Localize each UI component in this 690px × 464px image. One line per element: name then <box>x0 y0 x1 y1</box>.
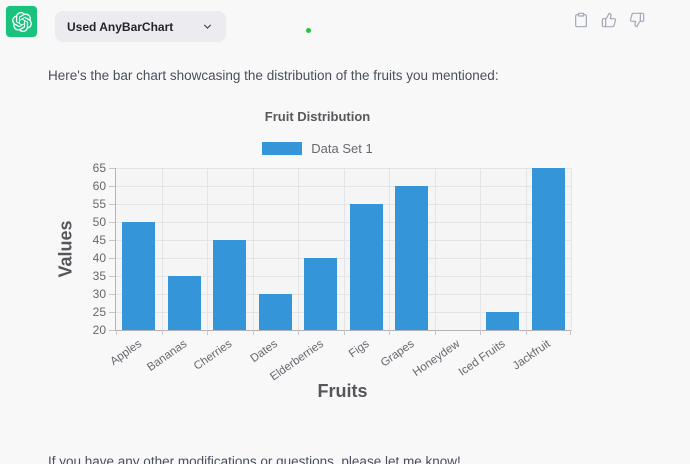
bar-figs <box>349 204 383 330</box>
x-axis-title: Fruits <box>317 381 368 401</box>
y-axis-tick <box>109 330 115 331</box>
fruit-bar-chart: Fruit Distribution Data Set 1 Values 65 6… <box>55 100 580 410</box>
y-tick-label: 30 <box>92 287 106 301</box>
legend-swatch <box>262 142 303 155</box>
y-axis-tick <box>109 276 115 277</box>
openai-logo-icon <box>11 11 32 32</box>
y-axis-tick <box>109 258 115 259</box>
thumbs-down-button[interactable] <box>628 12 646 30</box>
message-intro-text: Here's the bar chart showcasing the dist… <box>48 67 499 83</box>
copy-button[interactable] <box>572 12 590 30</box>
y-tick-label: 65 <box>92 161 106 175</box>
chart-title: Fruit Distribution <box>264 109 371 124</box>
plugin-used-button[interactable]: Used AnyBarChart <box>55 11 227 42</box>
bar-grapes <box>395 186 429 330</box>
thumbs-up-button[interactable] <box>600 12 618 30</box>
y-tick-label: 20 <box>92 323 106 337</box>
y-axis-tick <box>109 240 115 241</box>
bar-bananas <box>167 276 201 330</box>
x-tick-label: Grapes <box>378 338 417 370</box>
x-axis-tick <box>298 330 299 335</box>
x-axis-tick <box>252 330 254 335</box>
gridline <box>389 168 390 330</box>
gridline <box>480 168 481 330</box>
x-tick-label: Apples <box>107 338 144 369</box>
x-tick-label: Honeydew <box>410 338 463 380</box>
copy-icon <box>575 12 587 28</box>
y-tick-label: 35 <box>92 269 106 283</box>
x-axis-tick <box>570 330 571 335</box>
x-tick-label: Figs <box>346 338 372 361</box>
message-outro-text: If you have any other modifications or q… <box>48 453 461 464</box>
bar-dates <box>258 294 292 330</box>
y-axis-tick <box>109 294 115 295</box>
gridline <box>161 168 163 330</box>
bar-iced-fruits <box>486 312 520 330</box>
x-axis-tick <box>480 330 481 335</box>
y-tick-label: 50 <box>92 215 106 229</box>
gridline <box>343 168 345 330</box>
x-axis-tick <box>434 330 436 335</box>
x-axis-tick <box>161 330 163 335</box>
bar-cherries <box>213 240 247 330</box>
x-tick-label: Jackfruit <box>511 338 554 373</box>
bar-apples <box>122 222 156 330</box>
thumbs-down-icon <box>629 12 645 28</box>
x-tick-label: Dates <box>248 338 281 366</box>
plugin-used-label: Used AnyBarChart <box>67 19 174 34</box>
y-axis-tick <box>109 204 115 205</box>
gridline <box>525 168 527 330</box>
y-axis-tick <box>109 312 115 313</box>
message-actions <box>572 12 646 30</box>
y-axis-tick <box>109 186 115 187</box>
y-axis-tick <box>109 168 115 169</box>
gridline <box>434 168 436 330</box>
y-axis-tick <box>109 222 115 223</box>
thumbs-up-icon <box>601 12 617 28</box>
gridline <box>298 168 299 330</box>
gridline <box>207 168 208 330</box>
y-tick-label: 45 <box>92 233 106 247</box>
gridline <box>252 168 254 330</box>
x-axis-tick <box>207 330 208 335</box>
plot-area: 65 60 55 50 45 40 35 30 25 20 Apples Bananas Cherrie… <box>93 161 572 383</box>
legend-item-dataset1[interactable]: Data Set 1 <box>55 141 580 156</box>
x-tick-label: Cherries <box>192 338 235 373</box>
x-axis-tick <box>389 330 390 335</box>
assistant-avatar <box>6 6 37 37</box>
typing-indicator-dot <box>306 28 311 33</box>
x-axis-tick <box>343 330 345 335</box>
legend-label: Data Set 1 <box>311 141 373 156</box>
x-axis-tick <box>525 330 527 335</box>
x-axis-tick <box>116 330 117 335</box>
y-tick-label: 40 <box>92 251 106 265</box>
bar-elderberries <box>304 258 338 330</box>
x-tick-label: Iced Fruits <box>456 338 508 379</box>
chevron-down-icon <box>204 24 212 29</box>
y-tick-label: 60 <box>92 179 106 193</box>
y-tick-label: 25 <box>92 305 106 319</box>
bar-jackfruit <box>531 168 565 330</box>
x-tick-label: Bananas <box>145 338 190 374</box>
y-tick-label: 55 <box>92 197 106 211</box>
